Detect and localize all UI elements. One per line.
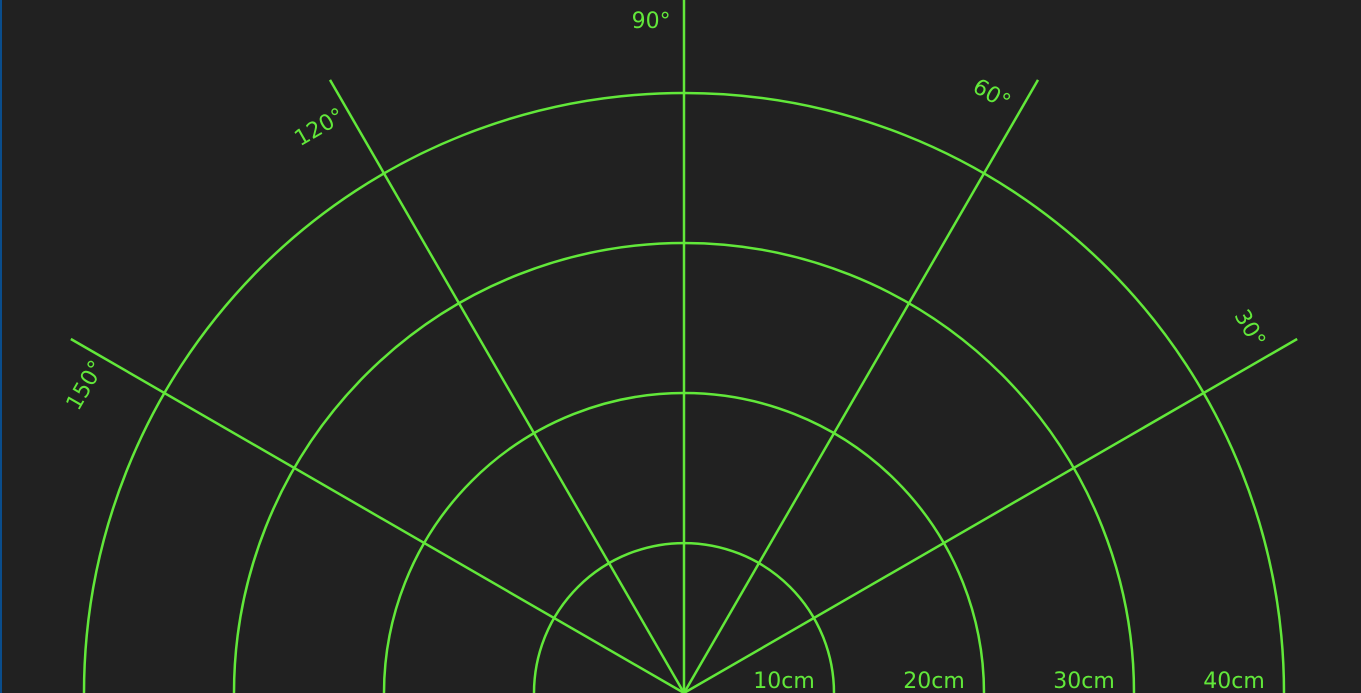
angle-ray-60	[682, 79, 1040, 693]
window-edge	[0, 0, 2, 693]
distance-label-10: 10cm	[753, 669, 815, 693]
angle-label-30: 30°	[1229, 306, 1270, 352]
distance-label-20: 20cm	[903, 669, 965, 693]
angle-label-120: 120°	[291, 104, 349, 152]
distance-label-40: 40cm	[1203, 669, 1265, 693]
angle-rays	[70, 0, 1298, 693]
angle-ray-120	[328, 79, 686, 693]
angle-label-60: 60°	[968, 74, 1014, 115]
angle-label-90: 90°	[632, 9, 671, 34]
angle-label-150: 150°	[62, 356, 110, 414]
angle-ray-30	[683, 337, 1298, 693]
distance-label-30: 30cm	[1053, 669, 1115, 693]
radar-labels: 10cm 20cm 30cm 40cm 30° 60° 90° 120° 150°	[62, 9, 1270, 693]
angle-ray-150	[70, 337, 685, 693]
